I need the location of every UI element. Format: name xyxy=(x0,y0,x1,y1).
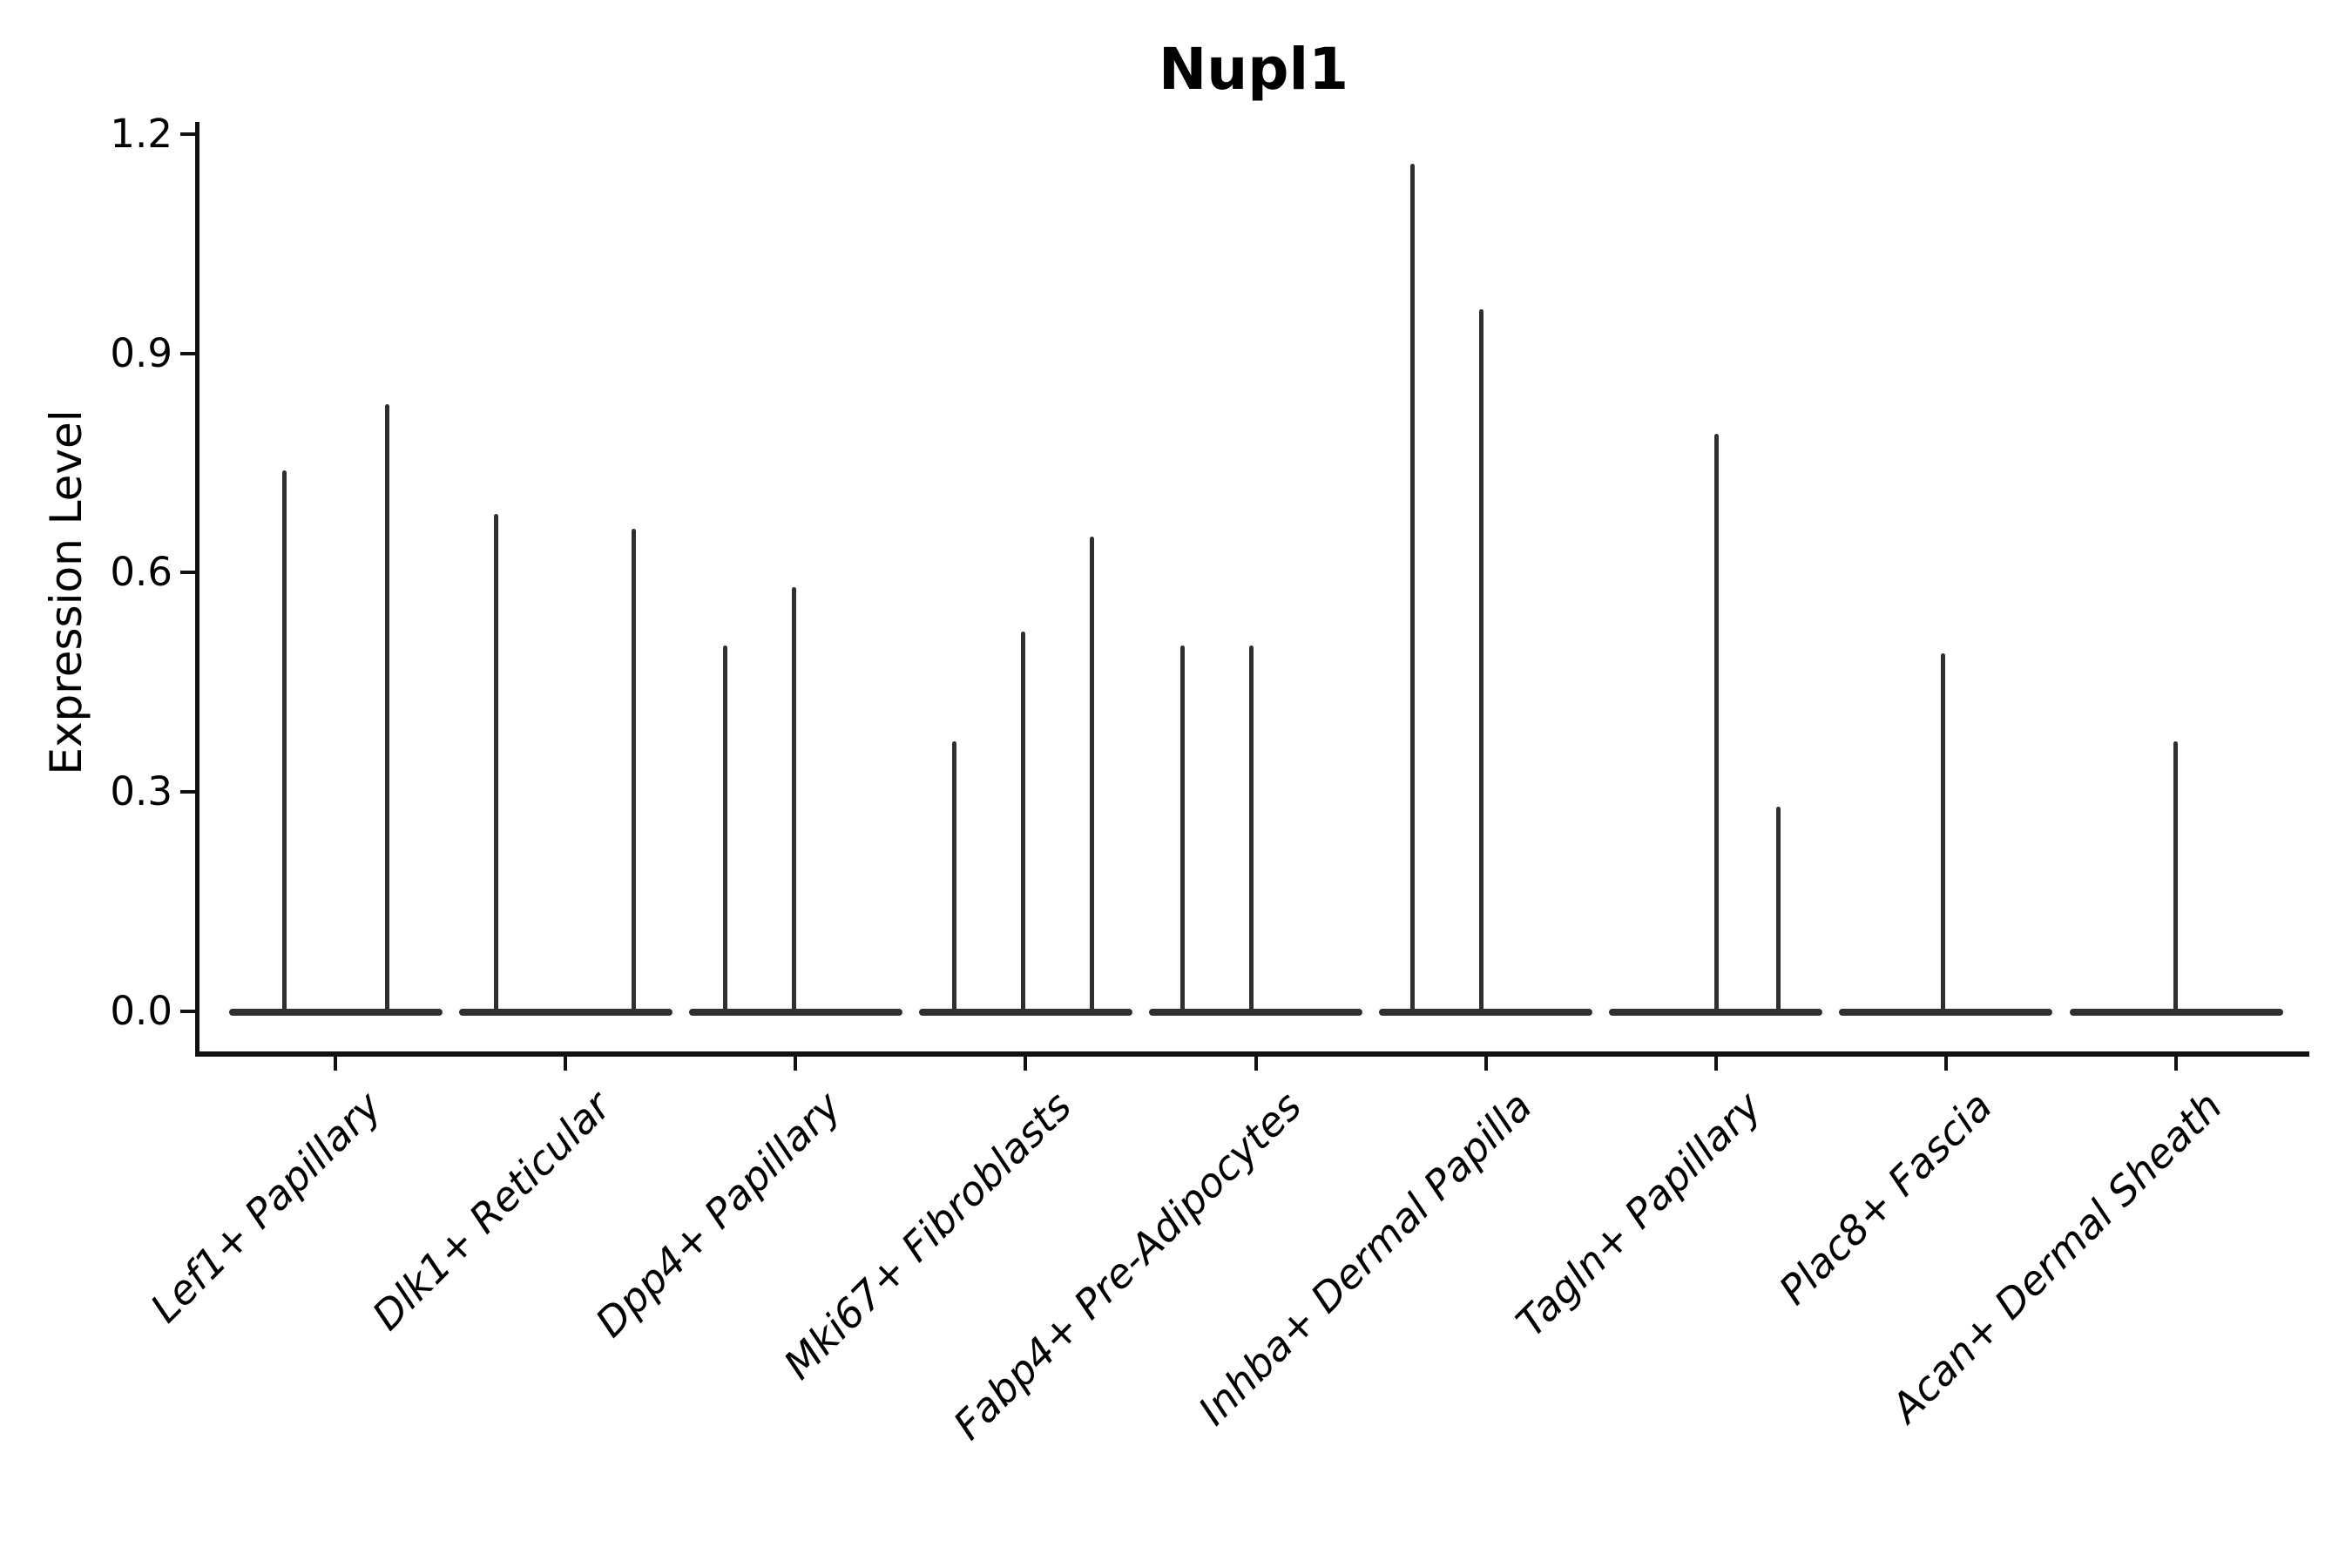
y-tick-mark xyxy=(180,790,195,794)
y-tick-mark xyxy=(180,571,195,575)
x-tick-mark xyxy=(1254,1057,1258,1071)
violin-spike xyxy=(1089,536,1094,1013)
x-tick-mark xyxy=(1024,1057,1028,1071)
violin-spike xyxy=(951,740,956,1013)
violin-spike xyxy=(384,404,389,1013)
violin-base xyxy=(918,1008,1132,1016)
violin-base xyxy=(1839,1008,2053,1016)
violin-spike xyxy=(2173,740,2178,1013)
violin-spike xyxy=(1479,309,1484,1013)
x-tick-label: Plac8+ Fascia xyxy=(1769,1082,2001,1314)
y-tick-label: 0.6 xyxy=(110,549,172,596)
violin-spike xyxy=(1714,434,1720,1013)
violin-base xyxy=(1149,1008,1362,1016)
violin-spike xyxy=(1410,163,1416,1013)
violin-spike xyxy=(281,470,287,1013)
x-axis-spine xyxy=(195,1051,2309,1057)
y-tick-label: 1.2 xyxy=(110,110,172,157)
violin-spike xyxy=(1249,645,1254,1013)
y-tick-mark xyxy=(180,1010,195,1013)
violin-base xyxy=(1379,1008,1593,1016)
x-tick-label: Dpp4+ Papillary xyxy=(586,1082,851,1347)
x-tick-mark xyxy=(794,1057,798,1071)
chart-title: Nupl1 xyxy=(1158,36,1348,103)
x-tick-mark xyxy=(1484,1057,1488,1071)
x-tick-mark xyxy=(1713,1057,1718,1071)
violin-base xyxy=(458,1008,672,1016)
x-tick-mark xyxy=(1943,1057,1948,1071)
violin-spike xyxy=(631,529,636,1013)
x-tick-label: Lef1+ Papillary xyxy=(140,1082,390,1332)
y-tick-label: 0.9 xyxy=(110,329,172,376)
x-tick-label: Tagln+ Papillary xyxy=(1507,1082,1771,1346)
x-tick-label: Dlk1+ Reticular xyxy=(363,1082,620,1340)
violin-base xyxy=(228,1008,443,1016)
y-tick-label: 0.3 xyxy=(110,768,172,815)
x-tick-mark xyxy=(334,1057,337,1071)
violin-spike xyxy=(1941,652,1946,1013)
violin-spike xyxy=(493,514,498,1013)
y-tick-mark xyxy=(180,351,195,355)
violin-spike xyxy=(1180,645,1185,1013)
y-axis-spine xyxy=(195,122,199,1057)
x-tick-mark xyxy=(2174,1057,2178,1071)
violin-spike xyxy=(791,587,796,1013)
violin-spike xyxy=(1020,631,1025,1013)
violin-spike xyxy=(1776,807,1781,1013)
violin-spike xyxy=(722,645,727,1013)
y-tick-mark xyxy=(180,132,195,136)
y-axis-label: Expression Level xyxy=(41,409,91,775)
y-tick-label: 0.0 xyxy=(110,988,172,1034)
x-tick-mark xyxy=(564,1057,568,1071)
